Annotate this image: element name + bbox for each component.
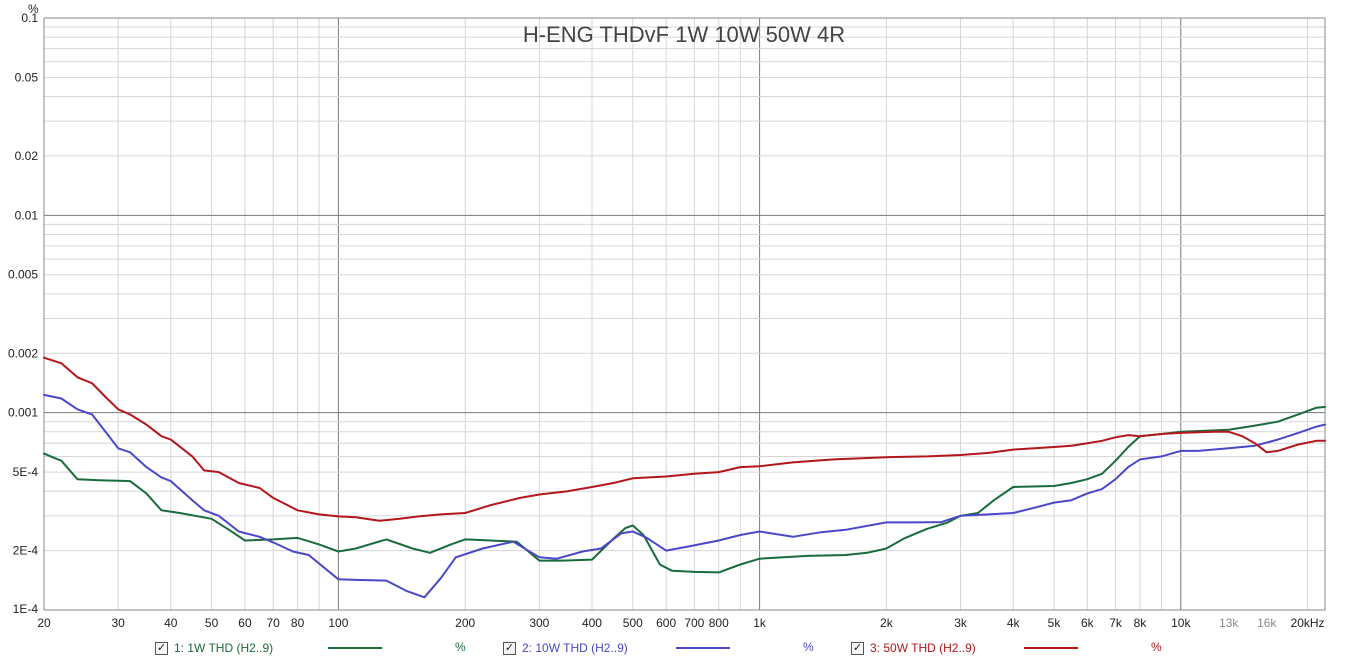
x-tick-label: 20kHz [1291,616,1325,630]
legend-line-swatch [676,647,730,649]
y-tick-label: 0.002 [8,346,38,360]
legend-line-swatch [1024,647,1078,649]
legend-item-2[interactable]: ✓ 2: 10W THD (H2..9) [503,636,628,660]
x-tick-labels: 20 30 40 50 60 70 80 100 200 300 400 500 600 700 800 1k… [37,616,1324,630]
x-tick-label: 7k [1109,616,1123,630]
x-tick-label: 400 [582,616,602,630]
x-tick-label: 13k [1219,616,1239,630]
y-tick-label: 0.1 [21,11,38,25]
series-line-1 [43,405,1326,574]
x-tick-label: 40 [164,616,178,630]
legend-unit: % [1151,640,1162,654]
series-lines [43,356,1326,599]
x-tick-label: 500 [623,616,643,630]
y-axis-unit: % [28,2,39,16]
x-tick-label: 200 [455,616,475,630]
legend-checkbox[interactable]: ✓ [851,641,864,655]
legend-unit: % [455,640,466,654]
x-tick-label: 8k [1134,616,1148,630]
x-tick-label: 6k [1081,616,1095,630]
grid-lines [43,18,1325,611]
x-tick-label: 600 [656,616,676,630]
legend-item-3[interactable]: ✓ 3: 50W THD (H2..9) [851,636,976,660]
thd-vs-frequency-chart: % H-ENG THDvF 1W 10W 50W 4R 0.10.050.020… [8,2,1326,630]
x-tick-label: 16k [1257,616,1277,630]
chart-title: H-ENG THDvF 1W 10W 50W 4R [523,22,845,47]
y-tick-labels: 0.1 0.05 0.02 0.01 0.005 0.002 0.001 5E-4 2E-4 1E… [8,11,38,616]
legend-checkbox[interactable]: ✓ [155,641,168,655]
legend-label: 2: 10W THD (H2..9) [522,641,628,655]
y-tick-label: 0.02 [15,149,39,163]
x-tick-label: 60 [238,616,252,630]
x-tick-label: 50 [205,616,219,630]
plot-frame [43,17,1326,611]
y-tick-label: 0.005 [8,268,38,282]
x-tick-label: 700 [684,616,704,630]
y-tick-label: 0.001 [8,406,38,420]
series-line-2 [43,393,1326,599]
x-tick-label: 2k [880,616,894,630]
x-tick-label: 300 [529,616,549,630]
legend-line-swatch [328,647,382,649]
legend: ✓ 1: 1W THD (H2..9)% ✓ 2: 10W THD (H2..9)% ✓… [0,636,1346,660]
legend-checkbox[interactable]: ✓ [503,641,516,655]
x-tick-label: 30 [111,616,125,630]
legend-label: 3: 50W THD (H2..9) [870,641,976,655]
y-tick-label: 0.05 [15,70,39,84]
legend-unit: % [803,640,814,654]
x-tick-label: 80 [291,616,305,630]
x-tick-label: 5k [1048,616,1062,630]
x-tick-label: 70 [266,616,280,630]
y-tick-label: 2E-4 [13,544,39,558]
x-tick-label: 800 [709,616,729,630]
x-tick-label: 4k [1007,616,1021,630]
y-tick-label: 0.01 [15,208,39,222]
series-line-3 [43,356,1326,522]
x-tick-label: 3k [954,616,968,630]
y-tick-label: 5E-4 [13,465,39,479]
x-tick-label: 1k [753,616,767,630]
x-tick-label: 20 [37,616,51,630]
x-tick-label: 10k [1171,616,1191,630]
legend-item-1[interactable]: ✓ 1: 1W THD (H2..9) [155,636,273,660]
y-tick-label: 1E-4 [13,602,39,616]
legend-label: 1: 1W THD (H2..9) [174,641,274,655]
x-tick-label: 100 [328,616,348,630]
